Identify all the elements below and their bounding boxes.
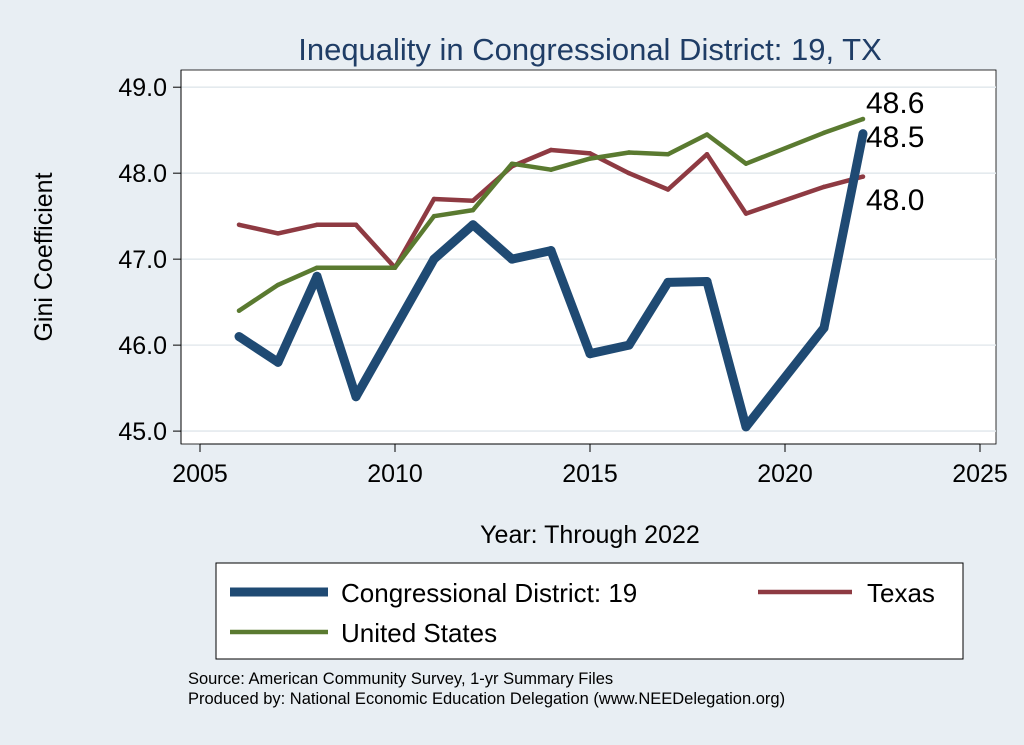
- data-point: [624, 340, 634, 350]
- x-tick-label: 2015: [562, 460, 618, 488]
- end-labels: 48.5 48.0 48.6: [866, 87, 924, 217]
- data-point: [626, 150, 632, 155]
- y-axis-title: Gini Coefficient: [30, 172, 58, 341]
- legend: Congressional District: 19 Texas United St…: [230, 578, 935, 648]
- end-label-1: 48.0: [866, 184, 924, 217]
- data-point: [665, 152, 671, 157]
- data-point: [312, 271, 322, 281]
- data-point: [821, 184, 827, 190]
- data-point: [353, 222, 359, 228]
- data-point: [743, 161, 749, 166]
- legend-label-0: Congressional District: 19: [341, 578, 637, 608]
- data-point: [234, 332, 244, 342]
- source-note: Source: American Community Survey, 1-yr …: [188, 670, 614, 688]
- x-tick-label: 2005: [172, 460, 228, 488]
- data-point: [431, 213, 437, 219]
- y-tick-label: 48.0: [118, 160, 167, 188]
- data-point: [392, 265, 398, 270]
- data-point: [470, 198, 476, 203]
- data-point: [858, 129, 868, 139]
- legend-box: [215, 562, 964, 660]
- data-point: [351, 392, 361, 402]
- data-point: [702, 277, 712, 287]
- data-point: [431, 196, 437, 202]
- x-axis: 2005 2010 2015 2020 2025: [172, 443, 1008, 488]
- y-tick-label: 47.0: [118, 246, 167, 274]
- legend-label-2: United States: [341, 618, 497, 648]
- data-point: [860, 116, 866, 122]
- data-point: [509, 161, 515, 166]
- data-point: [273, 357, 283, 367]
- data-point: [819, 323, 829, 333]
- data-point: [860, 174, 866, 179]
- data-point: [546, 246, 556, 256]
- data-point: [548, 167, 554, 172]
- chart-title: Inequality in Congressional District: 19…: [298, 32, 882, 67]
- y-axis: 45.0 46.0 47.0 48.0 49.0: [118, 70, 182, 446]
- x-tick-label: 2025: [952, 460, 1008, 488]
- x-tick-label: 2010: [367, 460, 423, 488]
- data-point: [275, 231, 281, 236]
- x-axis-title: Year: Through 2022: [480, 521, 700, 549]
- data-point: [507, 254, 517, 264]
- end-label-0: 48.5: [866, 121, 924, 154]
- data-point: [704, 152, 710, 157]
- end-label-2: 48.6: [866, 87, 924, 120]
- data-point: [468, 220, 478, 230]
- y-tick-label: 46.0: [118, 332, 167, 360]
- data-point: [821, 130, 827, 136]
- data-point: [587, 156, 593, 161]
- data-point: [236, 222, 242, 228]
- series-line-1: [238, 147, 864, 270]
- data-point: [743, 211, 749, 216]
- data-point: [236, 308, 242, 313]
- data-point: [741, 422, 751, 432]
- data-point: [585, 349, 595, 359]
- legend-label-1: Texas: [867, 578, 935, 608]
- data-point: [314, 265, 320, 270]
- data-point: [429, 254, 439, 264]
- series-group: [234, 116, 868, 432]
- data-point: [704, 132, 710, 137]
- data-point: [626, 170, 632, 176]
- data-point: [548, 147, 554, 153]
- data-point: [470, 207, 476, 213]
- y-tick-label: 49.0: [118, 74, 167, 102]
- x-tick-label: 2020: [757, 460, 813, 488]
- series-line-2: [237, 116, 864, 313]
- data-point: [665, 187, 671, 192]
- data-point: [587, 151, 593, 156]
- y-tick-label: 45.0: [118, 418, 167, 446]
- data-point: [275, 282, 281, 288]
- producer-note: Produced by: National Economic Education…: [188, 690, 786, 708]
- data-point: [663, 277, 673, 287]
- data-point: [314, 222, 320, 228]
- data-point: [353, 265, 359, 270]
